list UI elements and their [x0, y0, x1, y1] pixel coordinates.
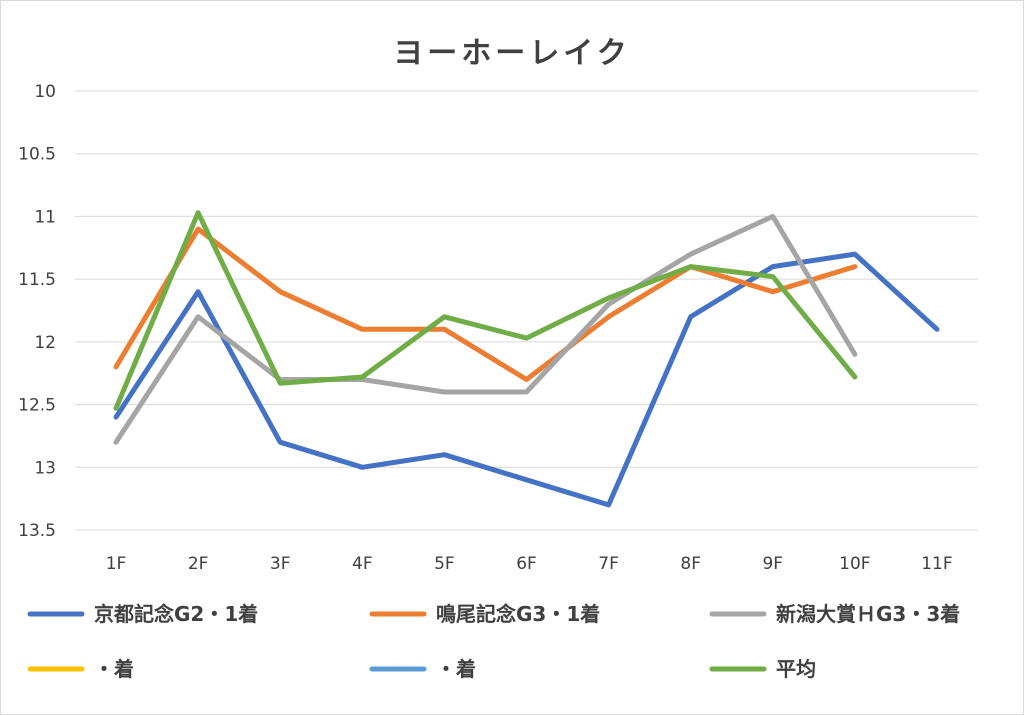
series-line-5 [113, 210, 858, 411]
y-tick-label: 10.5 [18, 145, 56, 165]
x-tick-label: 8F [680, 554, 701, 574]
legend-label: 新潟大賞ＨG3・3着 [776, 602, 960, 626]
y-tick-label: 12.5 [18, 396, 56, 416]
legend-label: ・着 [94, 657, 134, 681]
legend-label: 平均 [776, 657, 816, 681]
x-tick-label: 10F [839, 554, 870, 574]
y-tick-label: 13.5 [18, 521, 56, 541]
y-tick-label: 11.5 [18, 270, 56, 290]
legend-label: 京都記念G2・1着 [94, 602, 258, 626]
series-line-2 [113, 213, 858, 445]
x-tick-label: 2F [188, 554, 209, 574]
y-tick-label: 11 [34, 207, 56, 227]
x-tick-label: 6F [516, 554, 537, 574]
x-tick-label: 3F [270, 554, 291, 574]
x-tick-label: 9F [762, 554, 783, 574]
legend: 京都記念G2・1着 鳴尾記念G3・1着 新潟大賞ＨG3・3着・着 ・着 平均 [27, 602, 960, 681]
series-line-1 [113, 226, 858, 382]
legend-label: ・着 [436, 657, 476, 681]
x-tick-label: 1F [106, 554, 127, 574]
chart-title: ヨーホーレイク [393, 36, 630, 71]
y-tick-label: 10 [34, 82, 56, 102]
x-tick-label: 7F [598, 554, 619, 574]
x-tick-label: 5F [434, 554, 455, 574]
x-axis-ticks: 1F 2F 3F 4F 5F 6F 7F 8F 9F 10F 11F [106, 554, 953, 574]
y-tick-label: 13 [34, 458, 56, 478]
y-axis-ticks: 10 10.5 11 11.5 12 12.5 13 13.5 [18, 82, 56, 541]
y-tick-label: 12 [34, 333, 56, 353]
x-tick-label: 4F [352, 554, 373, 574]
legend-label: 鳴尾記念G3・1着 [436, 602, 600, 626]
series-lines [113, 210, 940, 508]
x-tick-label: 11F [921, 554, 952, 574]
